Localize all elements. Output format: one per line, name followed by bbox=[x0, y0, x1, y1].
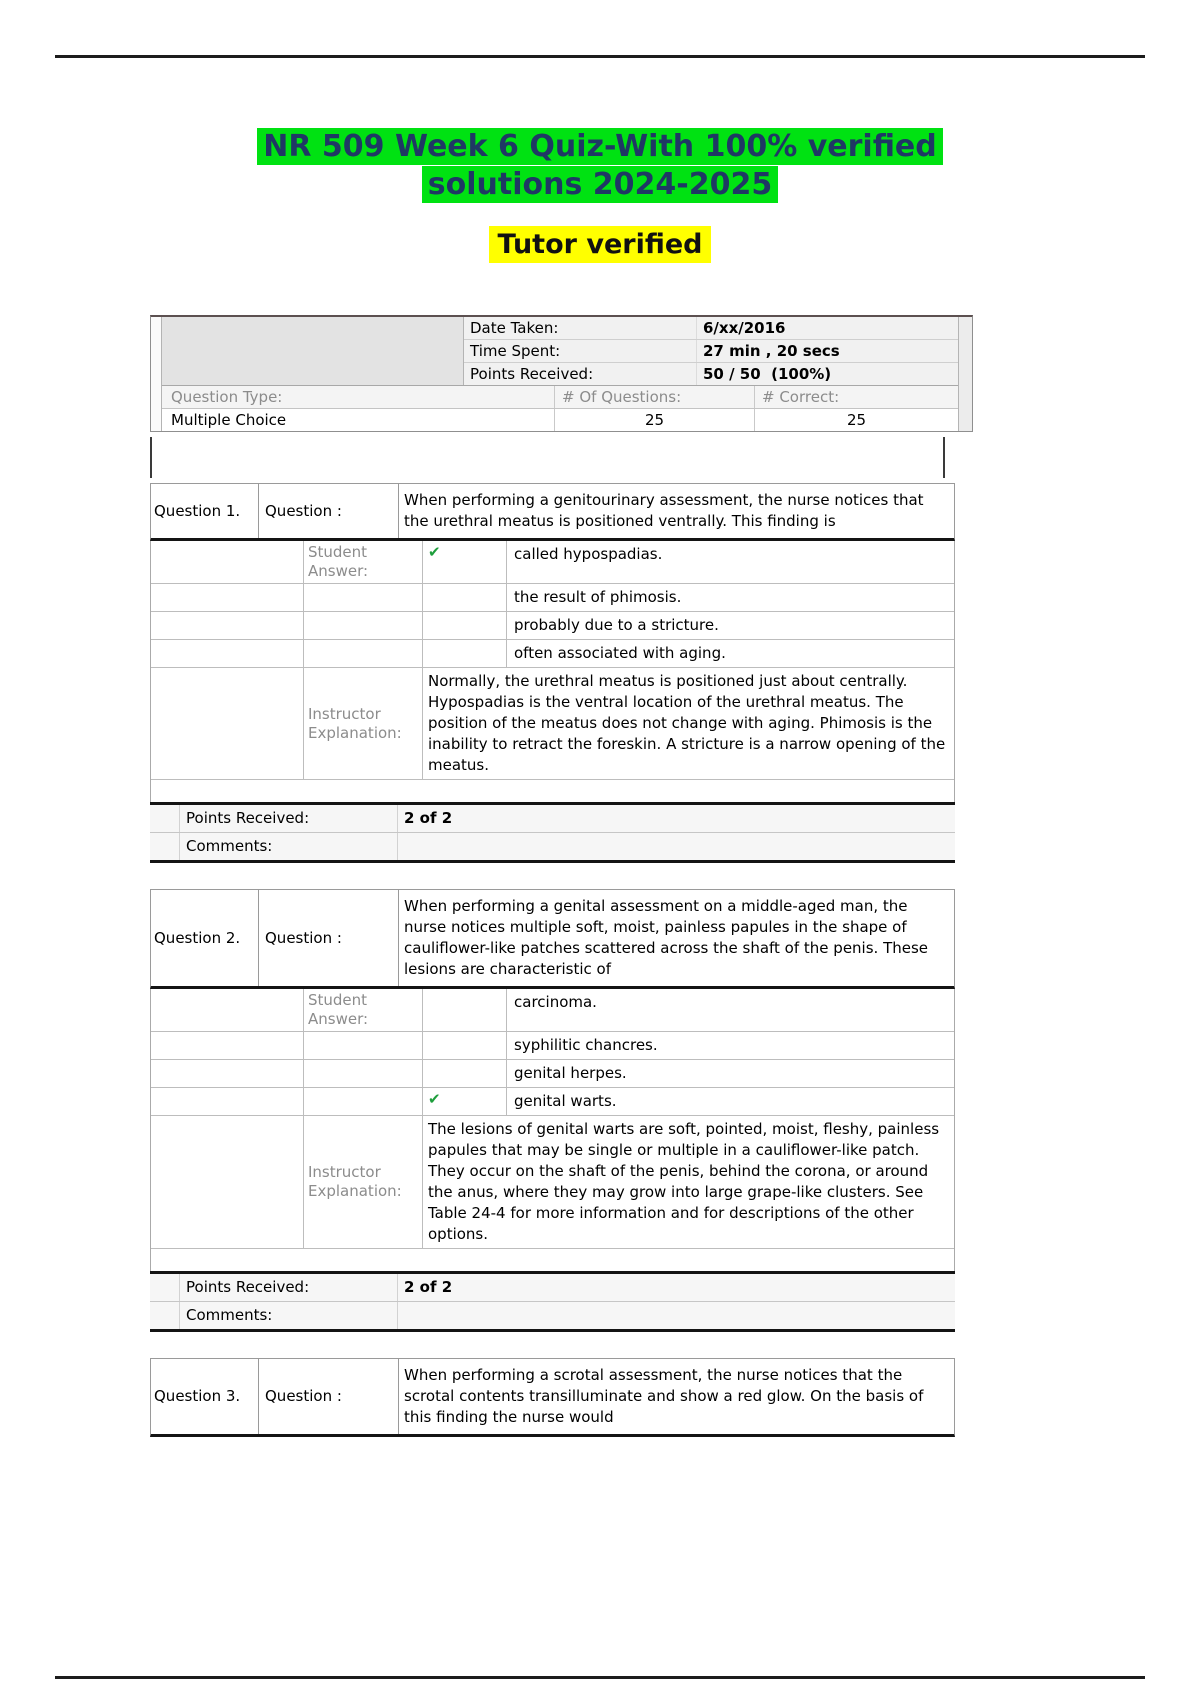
question-label: Question : bbox=[259, 890, 399, 986]
points-received-label: Points Received: bbox=[180, 805, 398, 832]
question-2-points-table: Points Received: 2 of 2 Comments: bbox=[150, 1271, 955, 1332]
question-2-points-value: 2 of 2 bbox=[404, 1278, 453, 1296]
checkmark-cell bbox=[423, 989, 507, 1031]
empty-table-frame bbox=[150, 437, 945, 478]
question-1-number: Question 1. bbox=[151, 484, 259, 538]
checkmark-cell bbox=[423, 1060, 507, 1087]
document-subtitle-block: Tutor verified bbox=[0, 226, 1200, 263]
question-1-explanation: Normally, the urethral meatus is positio… bbox=[428, 672, 946, 774]
answer-row: the result of phimosis. bbox=[151, 584, 954, 612]
summary-row-points-received: Points Received: 50 / 50 (100%) bbox=[464, 363, 958, 385]
summary-row-time-spent: Time Spent: 27 min , 20 secs bbox=[464, 340, 958, 363]
document-title: NR 509 Week 6 Quiz-With 100% verified so… bbox=[257, 128, 943, 203]
answer-row: genital herpes. bbox=[151, 1060, 954, 1088]
summary-empty-cell bbox=[162, 317, 464, 385]
student-answer-label: Student Answer: bbox=[304, 541, 423, 583]
page-top-rule bbox=[55, 55, 1145, 58]
question-2-explanation: The lesions of genital warts are soft, p… bbox=[428, 1120, 940, 1243]
answer-option: syphilitic chancres. bbox=[514, 1036, 658, 1054]
num-questions-label: # Of Questions: bbox=[555, 386, 755, 408]
student-answer-label: Student Answer: bbox=[304, 989, 423, 1031]
points-received-value: 50 / 50 (100%) bbox=[703, 365, 832, 383]
summary-row-date-taken: Date Taken: 6/xx/2016 bbox=[464, 317, 958, 340]
checkmark-cell bbox=[423, 584, 507, 611]
answer-option: carcinoma. bbox=[514, 993, 597, 1011]
question-2-text: When performing a genital assessment on … bbox=[404, 897, 929, 978]
summary-right-strip bbox=[958, 317, 972, 431]
page-bottom-rule bbox=[55, 1676, 1145, 1679]
question-3-number: Question 3. bbox=[151, 1359, 259, 1434]
answer-row: Student Answer: ✔ called hypospadias. bbox=[151, 541, 954, 584]
question-3-header-row: Question 3. Question : When performing a… bbox=[150, 1358, 955, 1437]
question-block-1: Question 1. Question : When performing a… bbox=[150, 483, 955, 863]
comments-row: Comments: bbox=[150, 1302, 955, 1329]
question-3-text: When performing a scrotal assessment, th… bbox=[404, 1366, 924, 1426]
question-1-points-table: Points Received: 2 of 2 Comments: bbox=[150, 802, 955, 863]
quiz-summary-table: Date Taken: 6/xx/2016 Time Spent: 27 min… bbox=[150, 315, 973, 432]
answer-row: Student Answer: carcinoma. bbox=[151, 989, 954, 1032]
checkmark-cell bbox=[423, 640, 507, 667]
question-1-text: When performing a genitourinary assessme… bbox=[404, 491, 924, 530]
questions-section: Question 1. Question : When performing a… bbox=[150, 483, 955, 1437]
spacer-row bbox=[151, 1249, 954, 1271]
block-gap bbox=[150, 1332, 955, 1358]
question-type-value: Multiple Choice bbox=[162, 409, 555, 431]
block-gap bbox=[150, 863, 955, 889]
question-2-header-row: Question 2. Question : When performing a… bbox=[150, 889, 955, 989]
question-type-data-row: Multiple Choice 25 25 bbox=[162, 409, 958, 431]
answer-row: syphilitic chancres. bbox=[151, 1032, 954, 1060]
answer-option: the result of phimosis. bbox=[514, 588, 682, 606]
correct-checkmark-icon: ✔ bbox=[423, 1088, 507, 1115]
question-1-header-row: Question 1. Question : When performing a… bbox=[150, 483, 955, 541]
answer-option: called hypospadias. bbox=[514, 545, 663, 563]
question-label: Question : bbox=[259, 1359, 399, 1434]
question-block-3: Question 3. Question : When performing a… bbox=[150, 1358, 955, 1437]
question-label: Question : bbox=[259, 484, 399, 538]
num-correct-value: 25 bbox=[846, 411, 867, 429]
time-spent-label: Time Spent: bbox=[464, 340, 697, 362]
document-subtitle: Tutor verified bbox=[488, 226, 712, 263]
spacer-row bbox=[151, 780, 954, 802]
answer-row: probably due to a stricture. bbox=[151, 612, 954, 640]
explanation-row: Instructor Explanation: The lesions of g… bbox=[151, 1116, 954, 1249]
comments-label: Comments: bbox=[180, 833, 398, 860]
correct-checkmark-icon: ✔ bbox=[423, 541, 507, 583]
question-type-header-row: Question Type: # Of Questions: # Correct… bbox=[162, 386, 958, 409]
points-received-row: Points Received: 2 of 2 bbox=[150, 1274, 955, 1302]
num-correct-label: # Correct: bbox=[762, 388, 840, 406]
points-received-row: Points Received: 2 of 2 bbox=[150, 805, 955, 833]
question-1-comments-value bbox=[398, 833, 955, 860]
question-1-answers: Student Answer: ✔ called hypospadias. th… bbox=[150, 541, 955, 802]
points-received-label: Points Received: bbox=[180, 1274, 398, 1301]
answer-option: often associated with aging. bbox=[514, 644, 726, 662]
checkmark-cell bbox=[423, 612, 507, 639]
question-2-number: Question 2. bbox=[151, 890, 259, 986]
answer-row: often associated with aging. bbox=[151, 640, 954, 668]
date-taken-label: Date Taken: bbox=[464, 317, 697, 339]
instructor-explanation-label: Instructor Explanation: bbox=[304, 1116, 423, 1248]
checkmark-cell bbox=[423, 1032, 507, 1059]
comments-label: Comments: bbox=[180, 1302, 398, 1329]
answer-option: genital warts. bbox=[514, 1092, 617, 1110]
question-2-answers: Student Answer: carcinoma. syphilitic ch… bbox=[150, 989, 955, 1271]
explanation-row: Instructor Explanation: Normally, the ur… bbox=[151, 668, 954, 780]
points-received-label: Points Received: bbox=[464, 363, 697, 385]
date-taken-value: 6/xx/2016 bbox=[703, 319, 786, 337]
document-title-block: NR 509 Week 6 Quiz-With 100% verified so… bbox=[0, 128, 1200, 204]
answer-option: probably due to a stricture. bbox=[514, 616, 719, 634]
instructor-explanation-label: Instructor Explanation: bbox=[304, 668, 423, 779]
comments-row: Comments: bbox=[150, 833, 955, 860]
question-1-points-value: 2 of 2 bbox=[404, 809, 453, 827]
question-2-comments-value bbox=[398, 1302, 955, 1329]
answer-row: ✔ genital warts. bbox=[151, 1088, 954, 1116]
summary-left-strip bbox=[151, 317, 162, 431]
question-block-2: Question 2. Question : When performing a… bbox=[150, 889, 955, 1332]
answer-option: genital herpes. bbox=[514, 1064, 627, 1082]
question-type-label: Question Type: bbox=[162, 386, 555, 408]
time-spent-value: 27 min , 20 secs bbox=[703, 342, 840, 360]
num-questions-value: 25 bbox=[555, 409, 755, 431]
